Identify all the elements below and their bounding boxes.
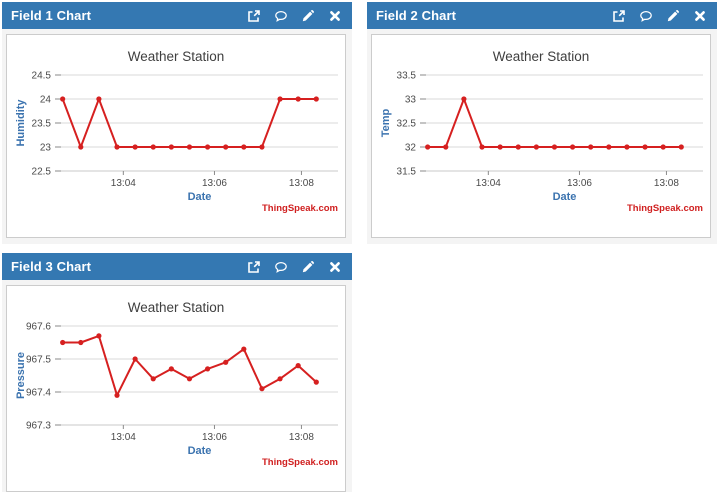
panel-toolbar: [612, 9, 707, 23]
comment-icon[interactable]: [274, 9, 288, 23]
field2-panel-header: Field 2 Chart: [367, 2, 717, 29]
svg-text:23.5: 23.5: [32, 119, 52, 130]
svg-text:Date: Date: [553, 191, 577, 203]
svg-text:13:08: 13:08: [289, 432, 314, 443]
svg-text:ThingSpeak.com: ThingSpeak.com: [262, 203, 338, 214]
panel-title: Field 1 Chart: [11, 8, 92, 23]
humidity-line-chart: 22.5 23 23.5 24 24.5 13:04 13:06 13:08 Weather S…: [15, 49, 338, 214]
edit-icon[interactable]: [301, 260, 315, 274]
field1-panel-header: Field 1 Chart: [2, 2, 352, 29]
svg-text:967.4: 967.4: [26, 388, 51, 399]
svg-text:967.5: 967.5: [26, 355, 51, 366]
svg-text:Date: Date: [188, 191, 212, 203]
pressure-line-chart: 967.3 967.4 967.5 967.6 13:04 13:06 13:08 Weath…: [15, 300, 338, 468]
svg-text:967.6: 967.6: [26, 322, 51, 333]
edit-icon[interactable]: [666, 9, 680, 23]
svg-text:Temp: Temp: [380, 108, 392, 137]
svg-text:13:04: 13:04: [476, 178, 501, 189]
svg-text:33: 33: [405, 95, 417, 106]
svg-text:24: 24: [40, 95, 52, 106]
svg-text:13:06: 13:06: [567, 178, 592, 189]
open-external-icon[interactable]: [612, 9, 626, 23]
svg-text:31.5: 31.5: [397, 167, 417, 178]
svg-text:13:04: 13:04: [111, 432, 136, 443]
panel-body: 967.3 967.4 967.5 967.6 13:04 13:06 13:08 Weath…: [2, 280, 352, 492]
svg-text:13:04: 13:04: [111, 178, 136, 189]
svg-text:13:08: 13:08: [289, 178, 314, 189]
comment-icon[interactable]: [274, 260, 288, 274]
svg-text:24.5: 24.5: [32, 71, 52, 82]
temp-line-chart: 31.5 32 32.5 33 33.5 13:04 13:06 13:08 Weather S…: [380, 49, 703, 214]
svg-text:23: 23: [40, 143, 52, 154]
svg-text:13:06: 13:06: [202, 432, 227, 443]
svg-text:Pressure: Pressure: [15, 352, 27, 399]
close-icon[interactable]: [693, 9, 707, 23]
svg-text:Weather Station: Weather Station: [128, 300, 225, 315]
svg-text:13:06: 13:06: [202, 178, 227, 189]
svg-text:967.3: 967.3: [26, 421, 51, 432]
field1-chart-panel: Field 1 Chart 22.5 23 23.5 24 24.5 13:04 13:06…: [2, 2, 352, 244]
svg-text:Weather Station: Weather Station: [128, 49, 225, 64]
panel-toolbar: [247, 260, 342, 274]
field3-chart-panel: Field 3 Chart 967.3 967.4 967.5 967.6 13:04 1…: [2, 253, 352, 492]
svg-text:Weather Station: Weather Station: [493, 49, 590, 64]
svg-text:Humidity: Humidity: [15, 99, 27, 147]
open-external-icon[interactable]: [247, 9, 261, 23]
panel-toolbar: [247, 9, 342, 23]
svg-text:ThingSpeak.com: ThingSpeak.com: [627, 203, 703, 214]
open-external-icon[interactable]: [247, 260, 261, 274]
temp-chart-box: 31.5 32 32.5 33 33.5 13:04 13:06 13:08 Weather S…: [371, 34, 711, 238]
edit-icon[interactable]: [301, 9, 315, 23]
svg-text:ThingSpeak.com: ThingSpeak.com: [262, 457, 338, 468]
field2-chart-panel: Field 2 Chart 31.5 32 32.5 33 33.5 13:04 13:06…: [367, 2, 717, 244]
panel-title: Field 3 Chart: [11, 259, 92, 274]
svg-text:32: 32: [405, 143, 417, 154]
panel-body: 31.5 32 32.5 33 33.5 13:04 13:06 13:08 Weather S…: [367, 29, 717, 244]
svg-text:33.5: 33.5: [397, 71, 417, 82]
comment-icon[interactable]: [639, 9, 653, 23]
svg-text:32.5: 32.5: [397, 119, 417, 130]
panel-body: 22.5 23 23.5 24 24.5 13:04 13:06 13:08 Weather S…: [2, 29, 352, 244]
pressure-chart-box: 967.3 967.4 967.5 967.6 13:04 13:06 13:08 Weath…: [6, 285, 346, 492]
svg-text:Date: Date: [188, 445, 212, 457]
close-icon[interactable]: [328, 260, 342, 274]
svg-text:22.5: 22.5: [32, 167, 52, 178]
svg-text:13:08: 13:08: [654, 178, 679, 189]
panel-title: Field 2 Chart: [376, 8, 457, 23]
humidity-chart-box: 22.5 23 23.5 24 24.5 13:04 13:06 13:08 Weather S…: [6, 34, 346, 238]
close-icon[interactable]: [328, 9, 342, 23]
field3-panel-header: Field 3 Chart: [2, 253, 352, 280]
